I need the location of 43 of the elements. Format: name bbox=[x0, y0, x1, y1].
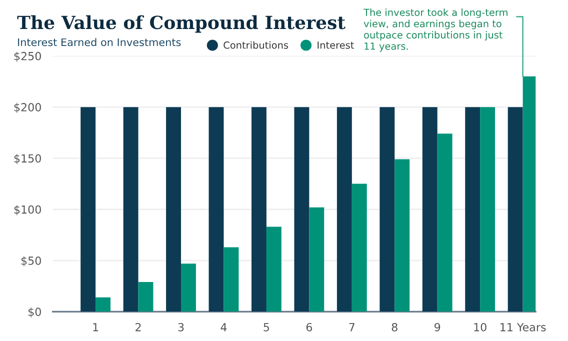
bar bbox=[465, 107, 480, 312]
x-tick-label: 6 bbox=[306, 322, 312, 332]
bar bbox=[266, 226, 282, 312]
y-tick-label: $250 bbox=[14, 52, 41, 62]
y-tick-label: $100 bbox=[14, 205, 41, 216]
bar bbox=[181, 264, 196, 312]
x-tick-label: 4 bbox=[220, 323, 227, 332]
y-tick-label: $0 bbox=[28, 307, 41, 318]
bar bbox=[309, 207, 324, 312]
x-tick-label: 9 bbox=[434, 322, 440, 332]
bar bbox=[336, 107, 352, 312]
bar bbox=[480, 107, 496, 312]
bar bbox=[422, 107, 438, 312]
x-tick-label: 8 bbox=[392, 322, 398, 332]
bar bbox=[294, 107, 310, 312]
bar bbox=[80, 107, 96, 312]
bar bbox=[437, 134, 452, 312]
bar bbox=[208, 107, 224, 312]
y-tick-label: $50 bbox=[21, 256, 41, 266]
bar bbox=[138, 282, 154, 312]
bar bbox=[252, 107, 266, 312]
x-tick-label: 11 Years bbox=[500, 323, 546, 332]
y-tick-label: $150 bbox=[14, 154, 41, 164]
x-tick-label: 2 bbox=[136, 322, 141, 332]
y-tick-label: $200 bbox=[14, 102, 41, 113]
x-tick-label: 1 bbox=[93, 323, 98, 332]
x-tick-label: 7 bbox=[349, 323, 354, 332]
bar bbox=[224, 247, 239, 312]
bar bbox=[508, 107, 523, 312]
bar bbox=[380, 107, 395, 312]
bar bbox=[352, 184, 367, 312]
x-tick-label: 3 bbox=[178, 322, 184, 332]
legend-label: Interest bbox=[318, 42, 354, 49]
bar bbox=[123, 107, 138, 312]
bar bbox=[96, 297, 111, 312]
chart-subtitle: Interest Earned on Investments bbox=[18, 38, 181, 46]
annotation: The investor took a long-term view, and earnings began to outpace contributions in just 11 years. bbox=[363, 8, 508, 52]
x-tick-label: 10 bbox=[474, 322, 486, 332]
bar bbox=[394, 159, 410, 312]
x-tick-label: 5 bbox=[264, 323, 270, 332]
legend-label: Contributions bbox=[224, 41, 288, 49]
chart-title: The Value of Compound Interest bbox=[17, 15, 346, 33]
bar bbox=[166, 107, 181, 312]
